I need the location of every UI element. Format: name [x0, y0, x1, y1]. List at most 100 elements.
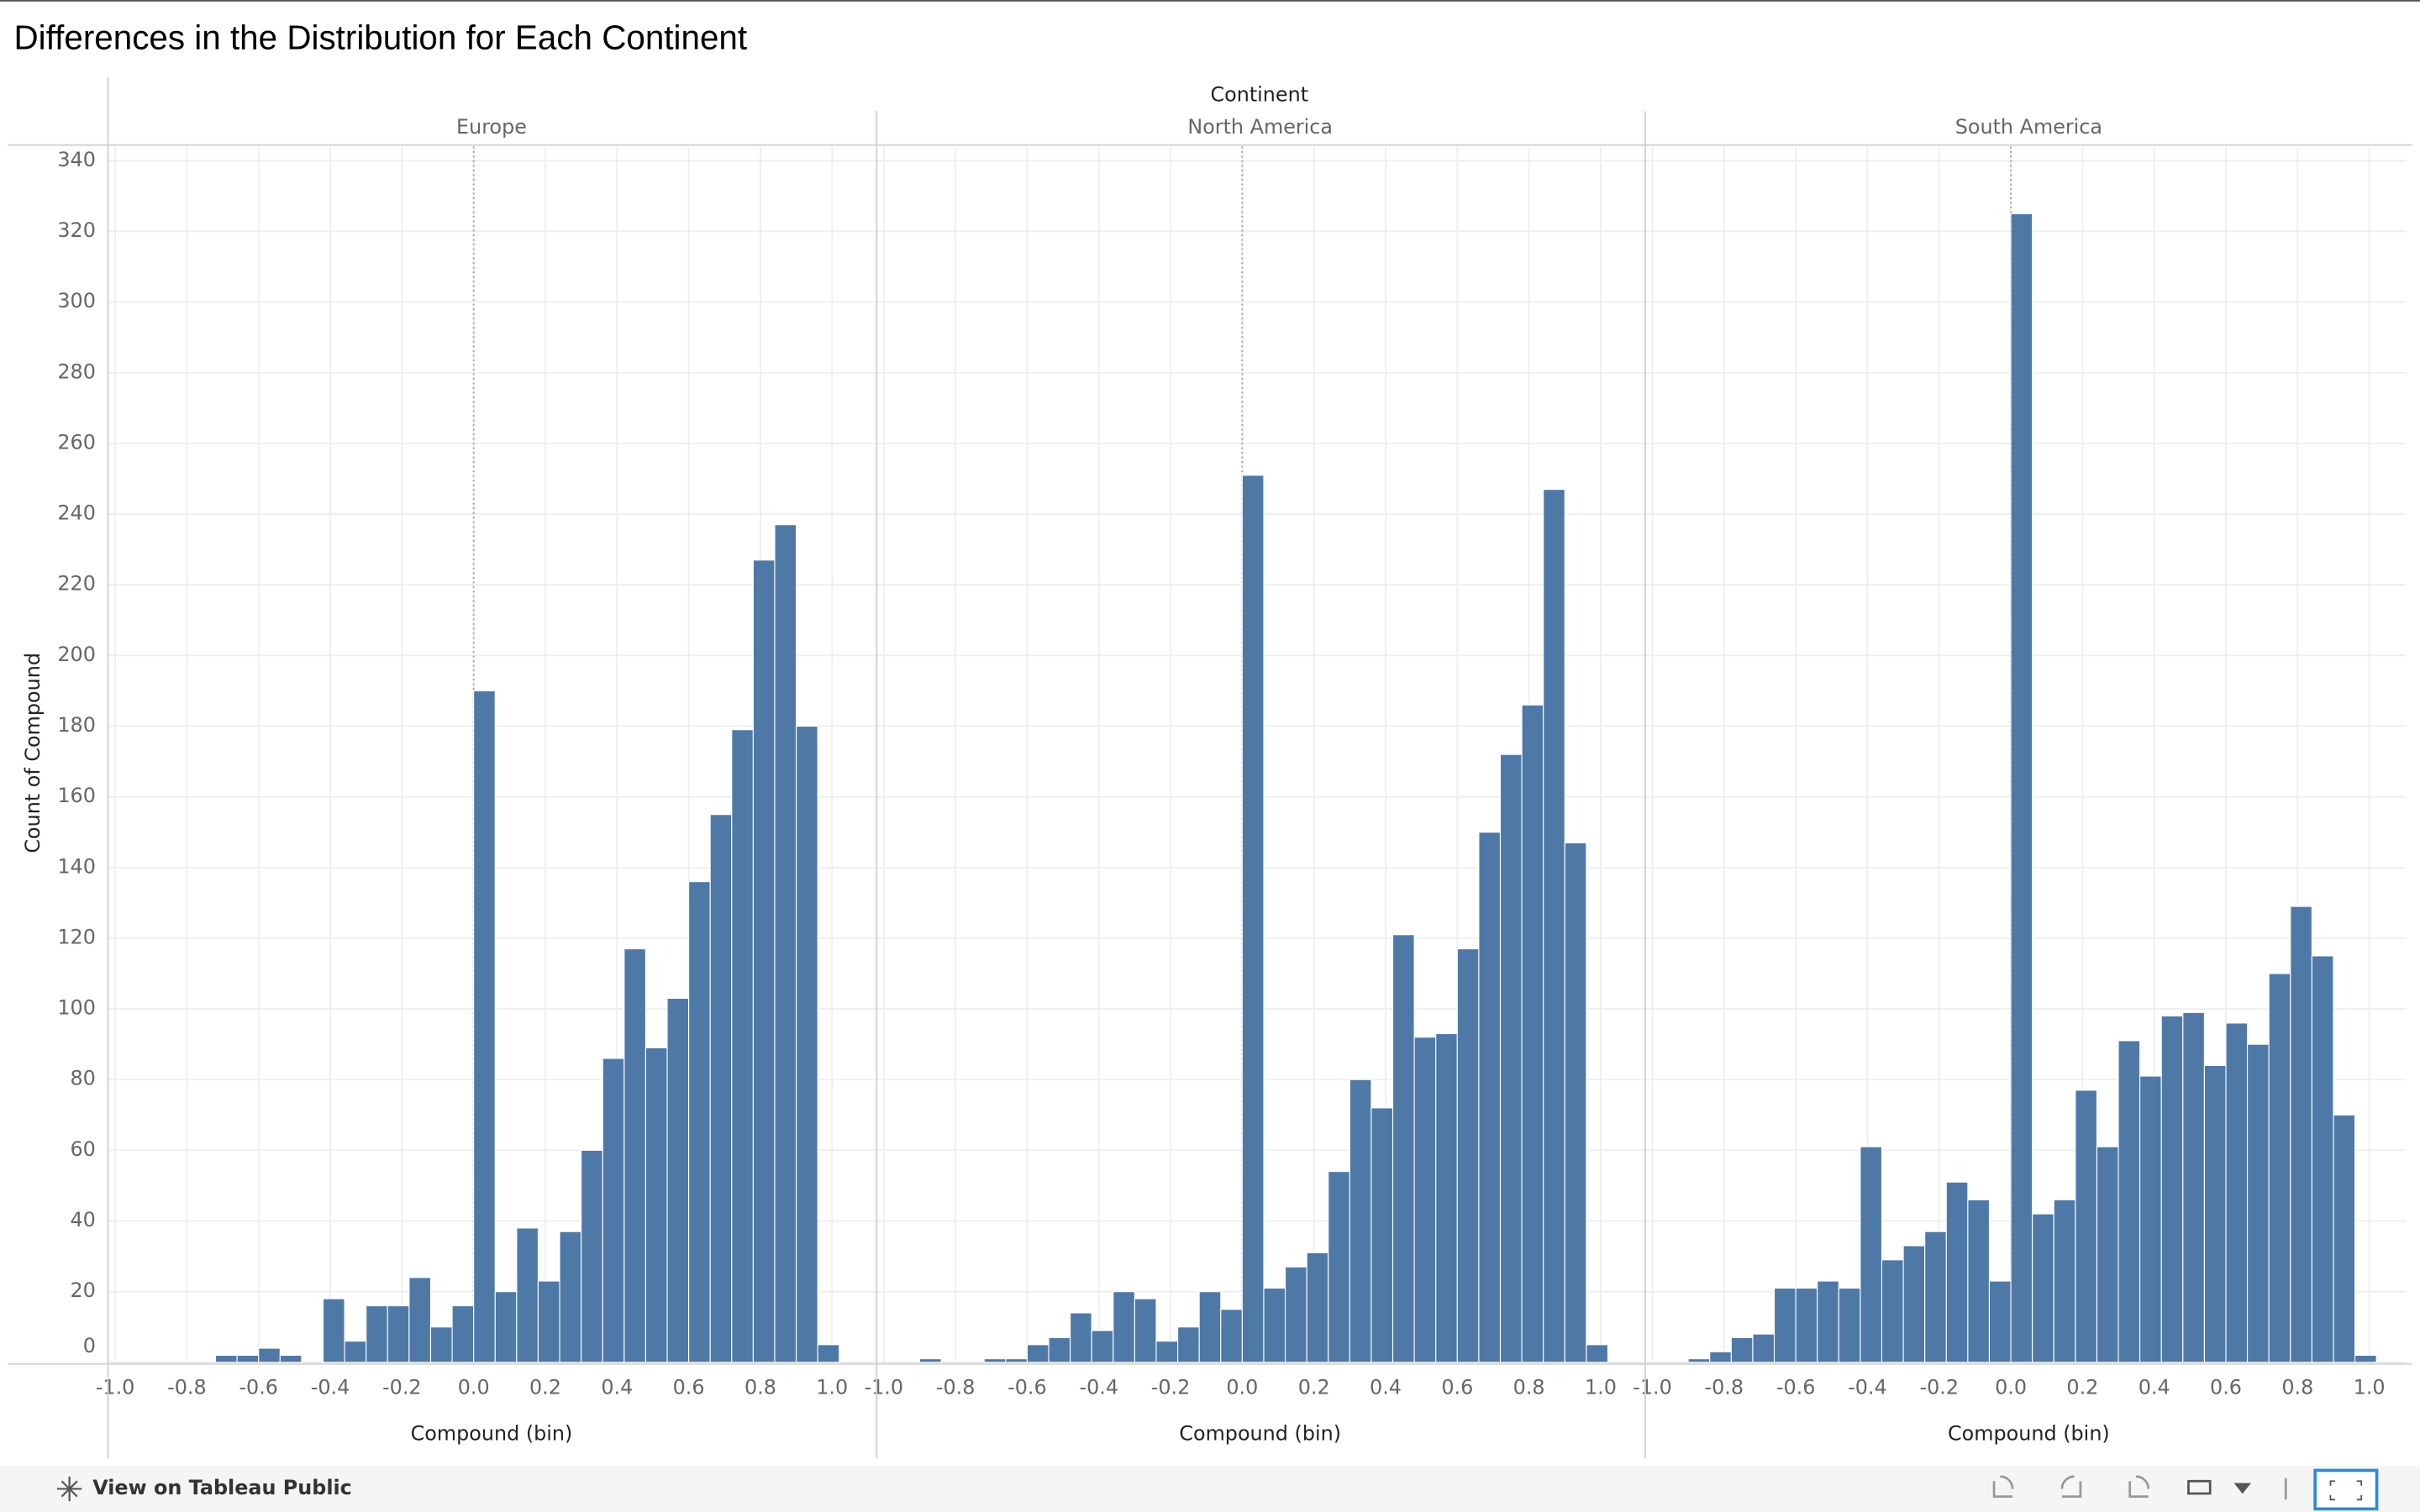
bar: [1134, 1298, 1157, 1363]
bar: [1543, 489, 1565, 1363]
y-tick-label: 320: [57, 218, 96, 242]
x-tick-label: 0.8: [1513, 1376, 1545, 1399]
undo-button[interactable]: [1992, 1475, 2014, 1499]
bar: [2354, 1354, 2377, 1363]
refresh-button[interactable]: [2187, 1479, 2212, 1495]
x-tick-label: 1.0: [816, 1376, 848, 1399]
x-tick-label: 0.0: [1226, 1376, 1258, 1399]
bar: [537, 1280, 560, 1363]
bar: [1285, 1266, 1307, 1363]
bar: [1752, 1333, 1776, 1363]
bar: [451, 1305, 475, 1363]
bar: [344, 1341, 367, 1363]
bar: [1328, 1171, 1350, 1363]
bar: [752, 559, 776, 1363]
bar: [1349, 1079, 1372, 1363]
y-tick-label: 60: [71, 1137, 96, 1161]
fullscreen-icon: [2329, 1480, 2363, 1501]
panel-title: North America: [1187, 115, 1333, 139]
x-tick-label: 0.8: [2281, 1376, 2313, 1399]
x-tick-label: -0.2: [382, 1376, 422, 1399]
bar: [2247, 1043, 2270, 1363]
x-tick-label: -0.4: [1848, 1376, 1887, 1399]
bar: [623, 948, 646, 1363]
bar: [2182, 1011, 2205, 1363]
footer-bar: [0, 1465, 2420, 1512]
tableau-public-link[interactable]: View on Tableau Public: [92, 1476, 352, 1499]
bar: [1456, 948, 1480, 1363]
y-tick-label: 160: [57, 784, 96, 807]
bar: [1860, 1146, 1883, 1363]
bar: [1817, 1280, 1839, 1363]
y-tick-label: 180: [57, 713, 96, 737]
y-tick-label: 140: [57, 854, 96, 878]
bar: [1521, 704, 1544, 1363]
bar: [2160, 1015, 2184, 1363]
bar: [644, 1047, 668, 1363]
bar: [214, 1354, 238, 1363]
x-tick-label: 0.0: [458, 1376, 490, 1399]
x-tick-label: -0.8: [936, 1376, 976, 1399]
bar: [1795, 1287, 1818, 1363]
revert-button[interactable]: [2128, 1475, 2150, 1499]
bar: [2311, 955, 2334, 1363]
bar: [559, 1231, 582, 1363]
bar: [1306, 1252, 1329, 1363]
bar: [774, 524, 797, 1363]
panel-title: South America: [1955, 115, 2102, 139]
bar: [2225, 1022, 2249, 1363]
bar: [236, 1354, 260, 1363]
bar: [258, 1347, 281, 1363]
y-tick-label: 340: [57, 148, 96, 171]
bar: [1773, 1287, 1797, 1363]
bar: [2290, 906, 2312, 1363]
y-tick-label: 300: [57, 289, 96, 312]
x-tick-label: -0.6: [1007, 1376, 1047, 1399]
x-axis-label: Compound (bin): [1948, 1422, 2110, 1446]
bar: [2118, 1040, 2141, 1363]
panel-title: Europe: [456, 115, 527, 139]
x-axis-label: Compound (bin): [411, 1422, 573, 1446]
x-tick-label: 0.6: [2210, 1376, 2242, 1399]
bar: [366, 1305, 388, 1363]
bar: [279, 1354, 302, 1363]
x-tick-label: 1.0: [2354, 1376, 2386, 1399]
bar: [1435, 1032, 1458, 1363]
y-tick-label: 20: [71, 1278, 96, 1302]
bar: [1413, 1037, 1437, 1363]
bar: [1177, 1326, 1200, 1363]
x-tick-label: -0.2: [1919, 1376, 1959, 1399]
bar: [709, 814, 733, 1363]
bar: [1155, 1341, 1179, 1363]
y-axis-label: Count of Compound: [21, 653, 45, 853]
x-tick-label: -1.0: [1633, 1376, 1672, 1399]
bar: [2096, 1146, 2119, 1363]
dropdown-button[interactable]: [2233, 1483, 2251, 1494]
bar: [1370, 1107, 1394, 1363]
redo-button[interactable]: [2060, 1475, 2082, 1499]
plot-area: 0 20 40 60 80 100 120 140 160 180 200 220 240 260 280 3…: [57, 76, 2407, 1458]
bar: [1730, 1336, 1754, 1363]
bar: [581, 1149, 603, 1363]
dashboard-title: Differences in the Distribution for Each…: [14, 18, 748, 56]
x-tick-label: -0.8: [167, 1376, 207, 1399]
bar: [1709, 1351, 1732, 1363]
tableau-icon: [56, 1476, 82, 1502]
bar: [731, 729, 754, 1363]
bar: [473, 690, 496, 1363]
x-axis-label: Compound (bin): [1179, 1422, 1341, 1446]
y-tick-label: 220: [57, 572, 96, 596]
bar: [796, 725, 818, 1363]
bar: [602, 1058, 625, 1363]
bar: [516, 1227, 539, 1363]
bar: [1902, 1245, 1926, 1363]
x-tick-label: 0.0: [1995, 1376, 2027, 1399]
x-tick-label: 0.2: [2066, 1376, 2098, 1399]
x-tick-label: 0.2: [529, 1376, 561, 1399]
x-tick-label: 0.6: [673, 1376, 705, 1399]
bar: [2139, 1075, 2162, 1363]
bar: [1091, 1330, 1114, 1363]
x-tick-label: -0.4: [311, 1376, 350, 1399]
fullscreen-button[interactable]: [2313, 1468, 2379, 1511]
